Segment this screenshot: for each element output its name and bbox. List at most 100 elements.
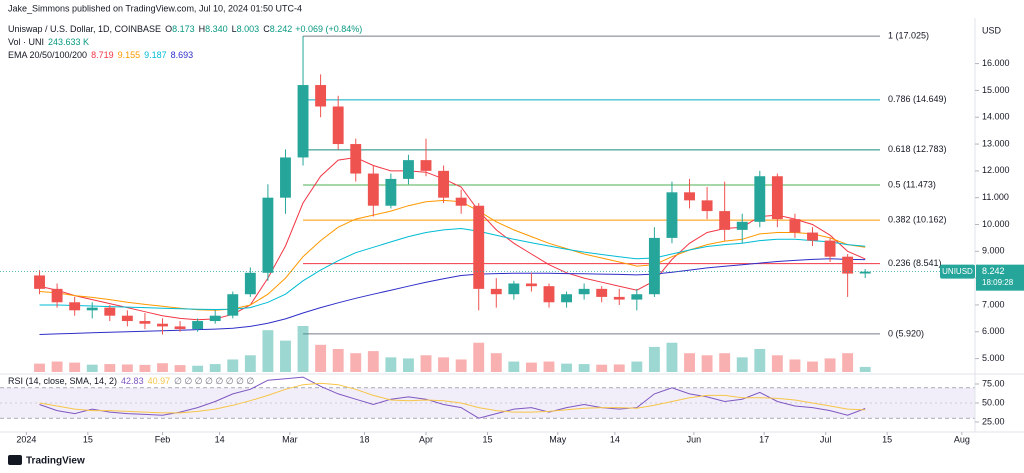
rsi-tick-label: 25.00: [982, 416, 1005, 426]
volume-bar: [438, 357, 450, 372]
fib-label: 0.618 (12.783): [888, 144, 947, 154]
volume-bar: [34, 363, 45, 372]
candle-body: [719, 211, 731, 230]
price-badge-text: 8.242: [982, 266, 1005, 276]
candle-body: [666, 192, 678, 238]
candle-body: [631, 294, 643, 300]
y-tick-label: 11.000: [982, 192, 1009, 202]
volume-bar: [648, 346, 660, 372]
volume-bar: [842, 353, 854, 372]
candle-body: [543, 286, 555, 303]
x-tick-label: 14: [610, 434, 620, 444]
volume-bar: [578, 364, 590, 372]
price-badge: [976, 264, 1024, 291]
volume-bar: [297, 326, 309, 372]
symbol-title: Uniswap / U.S. Dollar, 1D, COINBASE: [8, 24, 161, 34]
volume-bar: [789, 359, 801, 372]
candle-body: [104, 307, 116, 316]
volume-label: Vol · UNI: [8, 37, 44, 47]
volume-bar: [69, 362, 81, 372]
volume-value: 243.633 K: [48, 37, 89, 47]
ohlc-value: 8.173: [172, 24, 195, 34]
candle-body: [297, 85, 309, 158]
rsi-tick-label: 50.00: [982, 397, 1005, 407]
ema-value: 8.693: [171, 50, 194, 60]
volume-bar: [754, 349, 766, 372]
ema-label: EMA 20/50/100/200: [8, 50, 87, 60]
candle-body: [490, 288, 502, 295]
ema-value: 9.187: [144, 50, 167, 60]
fib-label: 0.236 (8.541): [888, 258, 942, 268]
candle-body: [262, 197, 274, 273]
candle-body: [209, 315, 221, 322]
symbol-line: Uniswap / U.S. Dollar, 1D, COINBASE O8.17…: [8, 24, 362, 34]
rsi-placeholders: ∅ ∅ ∅ ∅ ∅ ∅ ∅ ∅: [174, 376, 254, 386]
candle-body: [350, 144, 362, 174]
candle-body: [438, 170, 450, 198]
candle-body: [525, 283, 537, 287]
volume-legend: Vol · UNI 243.633 K: [8, 37, 89, 47]
logo-text: TradingView: [26, 456, 85, 467]
volume-bar: [666, 342, 678, 372]
candle-body: [736, 221, 748, 230]
volume-bar: [807, 361, 818, 372]
volume-bar: [771, 355, 783, 372]
rsi-value: 42.83: [121, 376, 144, 386]
x-tick-label: Feb: [155, 434, 171, 444]
y-tick-label: 6.000: [982, 326, 1005, 336]
candle-body: [51, 288, 63, 303]
candle-body: [613, 296, 625, 300]
candle-body: [771, 176, 783, 220]
rsi-line: [39, 382, 866, 414]
candle-body: [859, 271, 871, 274]
candle-body: [824, 240, 836, 257]
candle-body: [227, 294, 239, 316]
candle-body: [684, 192, 695, 201]
y-tick-label: 15.000: [982, 85, 1010, 95]
candle-body: [455, 197, 467, 206]
y-tick-label: 10.000: [982, 219, 1010, 229]
ema-line: [39, 258, 866, 335]
ema-line: [39, 227, 866, 311]
volume-bar: [403, 358, 414, 372]
rsi-tick-label: 75.00: [982, 378, 1005, 388]
ohlc-value: 8.340: [205, 24, 228, 34]
candle-body: [332, 106, 344, 145]
ema-value: 8.719: [91, 50, 114, 60]
y-tick-label: 12.000: [982, 165, 1010, 175]
x-tick-label: Jul: [820, 434, 832, 444]
countdown-text: 18:09:28: [982, 278, 1014, 287]
volume-bar: [613, 364, 625, 372]
volume-bar: [139, 364, 151, 372]
rsi-legend: RSI (14, close, SMA, 14, 2) 42.83 40.97 ∅ ∅…: [8, 376, 254, 386]
ohlc-value: 8.242: [270, 24, 293, 34]
volume-bar: [315, 344, 327, 372]
candle-body: [648, 237, 660, 295]
x-tick-label: Jun: [687, 434, 702, 444]
volume-bar: [824, 358, 836, 372]
ohlc-letter: L: [232, 24, 237, 34]
candle-body: [508, 283, 520, 295]
candle-body: [367, 173, 379, 206]
x-tick-label: Mar: [282, 434, 298, 444]
price-change: +0.069 (+0.84%): [295, 24, 362, 34]
candle-body: [789, 219, 801, 233]
x-tick-label: 2024: [16, 434, 36, 444]
volume-bar: [596, 364, 608, 372]
volume-bar: [473, 342, 485, 372]
candle-body: [420, 160, 432, 171]
symbol-badge: [940, 264, 975, 279]
ohlc-value: 8.003: [237, 24, 260, 34]
candle-body: [86, 307, 98, 311]
x-tick-label: 15: [882, 434, 892, 444]
volume-bar: [420, 355, 432, 372]
volume-bar: [262, 330, 274, 372]
candle-body: [315, 85, 327, 107]
rsi-value: 40.97: [148, 376, 171, 386]
volume-bar: [174, 365, 186, 372]
volume-bar: [157, 363, 168, 372]
candle-body: [69, 302, 81, 311]
volume-bar: [508, 361, 520, 372]
volume-bar: [859, 366, 871, 372]
